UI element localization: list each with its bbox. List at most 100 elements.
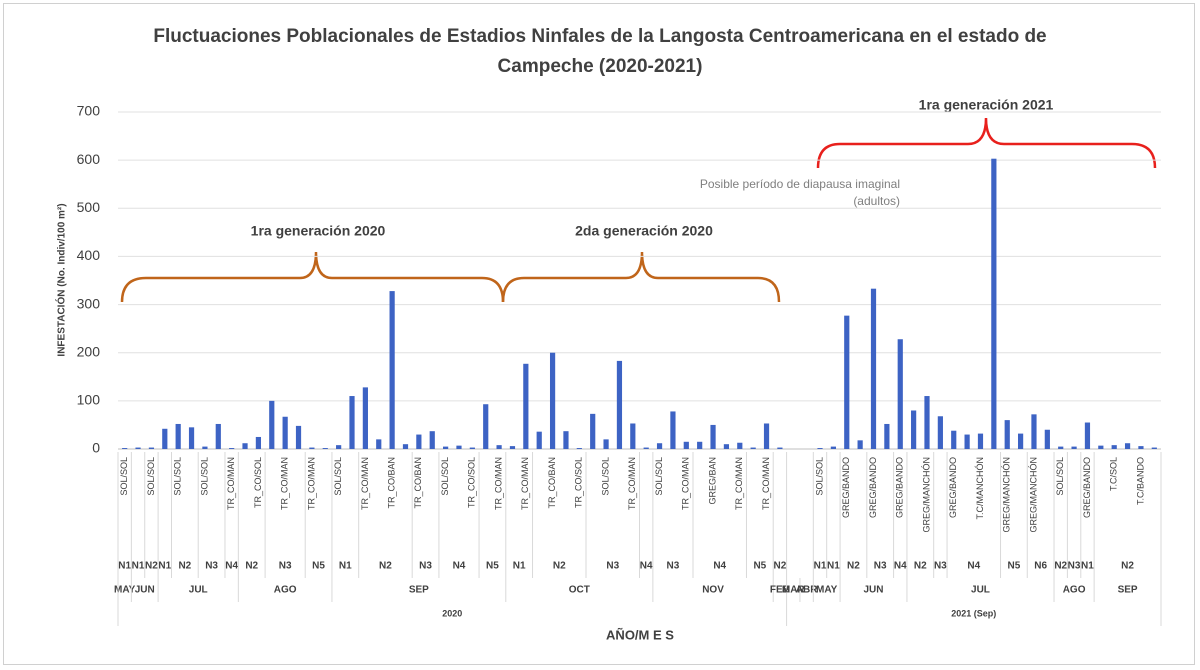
month-label: AGO [1063, 585, 1086, 596]
x-tick-label: SOL/SOL [1055, 457, 1065, 496]
annotation: 1ra generación 2020 [251, 223, 386, 239]
x-tick-label: SOL/SOL [654, 457, 664, 496]
x-tick-label: TR_CO/MAN [520, 457, 530, 510]
bar [1151, 447, 1157, 449]
stage-label: N2 [178, 561, 191, 572]
bar [496, 445, 502, 449]
bar [362, 387, 368, 449]
stage-label: N4 [894, 561, 907, 572]
bar [148, 447, 155, 449]
bar [1004, 420, 1010, 449]
x-tick-label: GREG/BANDO [948, 457, 958, 518]
x-tick-label: T.C/MANCHÓN [975, 457, 985, 520]
month-label: ABR [796, 585, 818, 596]
y-tick-label: 100 [77, 392, 101, 408]
stage-label: N3 [205, 561, 218, 572]
stage-label: N2 [1121, 561, 1134, 572]
x-tick-label: GREG/BAN [707, 457, 717, 505]
stage-label: N4 [713, 561, 726, 572]
stage-label: N1 [118, 561, 131, 572]
x-tick-label: T.C/SOL [1109, 457, 1119, 491]
bar [122, 448, 128, 449]
bar [376, 439, 382, 449]
bar [135, 447, 141, 449]
bar [549, 352, 556, 449]
bar [670, 411, 676, 449]
x-tick-label: TR_CO/SOL [467, 457, 477, 508]
stage-label: N3 [1068, 561, 1081, 572]
x-tick-label: TR_CO/MAN [280, 457, 290, 510]
bar [1138, 446, 1144, 449]
bar [443, 446, 449, 449]
month-label: SEP [409, 585, 429, 596]
stage-label: N1 [339, 561, 352, 572]
x-tick-label: GREG/MANCHÓN [1002, 457, 1012, 533]
bar [1058, 446, 1064, 449]
x-tick-label: TR_CO/BAN [413, 457, 423, 509]
bar [590, 413, 596, 449]
bar [469, 447, 475, 449]
bar [456, 445, 462, 449]
y-tick-label: 200 [77, 343, 101, 359]
bar [188, 427, 195, 449]
month-label: JUL [971, 585, 990, 596]
x-tick-label: TR_CO/MAN [493, 457, 503, 510]
bar [175, 423, 181, 449]
month-label: OCT [569, 585, 590, 596]
bar [750, 447, 756, 449]
month-label: MAY [816, 585, 838, 596]
stage-label: N1 [1081, 561, 1094, 572]
stage-label: N2 [914, 561, 927, 572]
year-label: 2021 (Sep) [951, 608, 996, 618]
y-axis-title: INFESTACIÓN (No. Indiv/100 m²) [55, 203, 68, 356]
stage-label: N2 [379, 561, 392, 572]
x-tick-label: TR_CO/SOL [574, 457, 584, 508]
stage-label: N1 [827, 561, 840, 572]
x-tick-label: GREG/MANCHÓN [1028, 457, 1038, 533]
bar [817, 448, 823, 449]
bar [911, 410, 917, 449]
bar [242, 443, 248, 449]
x-tick-label: TR_CO/BAN [386, 457, 396, 509]
y-tick-label: 500 [77, 199, 101, 215]
y-tick-label: 0 [92, 440, 100, 456]
bar [844, 315, 850, 449]
bar [830, 446, 836, 449]
stage-label: N1 [814, 561, 827, 572]
x-tick-label: TR_CO/MAN [734, 457, 744, 510]
bar [603, 439, 609, 449]
y-tick-label: 600 [77, 151, 101, 167]
chart-title: Fluctuaciones Poblacionales de Estadios … [153, 26, 1047, 77]
bar [683, 441, 689, 449]
bar [429, 431, 435, 449]
x-tick-label: TR_CO/SOL [253, 457, 263, 508]
bar [697, 441, 703, 449]
bar [616, 360, 623, 449]
month-label: JUN [135, 585, 155, 596]
stage-label: N1 [132, 561, 145, 572]
stage-label: N5 [753, 561, 766, 572]
x-tick-label: TR_CO/MAN [761, 457, 771, 510]
bar [282, 416, 288, 449]
bar [977, 433, 984, 449]
bar [656, 443, 663, 449]
stage-label: N3 [667, 561, 680, 572]
x-tick-label: GREG/BANDO [1082, 457, 1092, 518]
bar [763, 423, 770, 449]
bracket [120, 251, 505, 303]
bar [402, 444, 409, 449]
bar [857, 440, 863, 449]
bar [643, 447, 649, 449]
x-tick-label: SOL/SOL [440, 457, 450, 496]
bar [1071, 446, 1077, 449]
x-tick-label: T.C/BANDO [1135, 457, 1145, 505]
stage-label: N5 [1008, 561, 1021, 572]
x-tick-label: TR_CO/MAN [306, 457, 316, 510]
bar [1084, 422, 1091, 449]
annotation: 1ra generación 2021 [919, 97, 1054, 113]
bar [202, 446, 208, 449]
bar [389, 291, 395, 449]
x-tick-label: SOL/SOL [146, 457, 156, 496]
bar [884, 423, 890, 449]
x-tick-label: TR_CO/BAN [547, 457, 557, 509]
